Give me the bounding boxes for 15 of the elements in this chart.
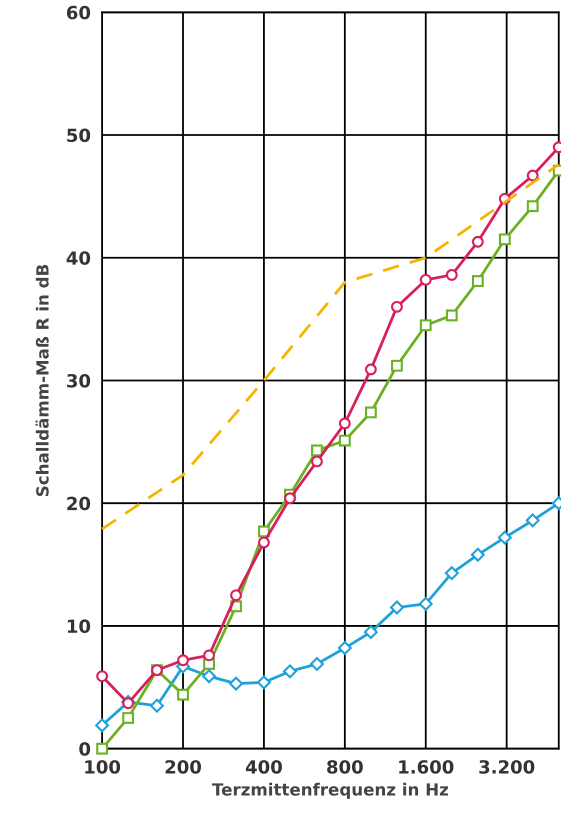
y-tick-label: 50 bbox=[67, 128, 90, 142]
x-tick-label: 800 bbox=[327, 760, 363, 774]
x-tick-label: 100 bbox=[85, 760, 120, 774]
x-tick-label: 1.600 bbox=[399, 760, 454, 774]
y-axis-title: Schalldämm-Maß R in dB bbox=[36, 264, 49, 496]
y-tick-label: 0 bbox=[79, 742, 90, 756]
y-tick-label: 10 bbox=[68, 619, 90, 634]
y-tick-label: 40 bbox=[66, 251, 90, 265]
x-tick-label: 400 bbox=[246, 760, 282, 774]
x-tick-label: 3.200 bbox=[479, 760, 534, 774]
x-tick-label: 200 bbox=[166, 760, 201, 774]
y-tick-label: 60 bbox=[66, 6, 90, 20]
y-tick-label: 30 bbox=[67, 374, 90, 388]
y-tick-label: 20 bbox=[67, 496, 90, 510]
x-axis-title: Terzmittenfrequenz in Hz bbox=[212, 782, 448, 799]
